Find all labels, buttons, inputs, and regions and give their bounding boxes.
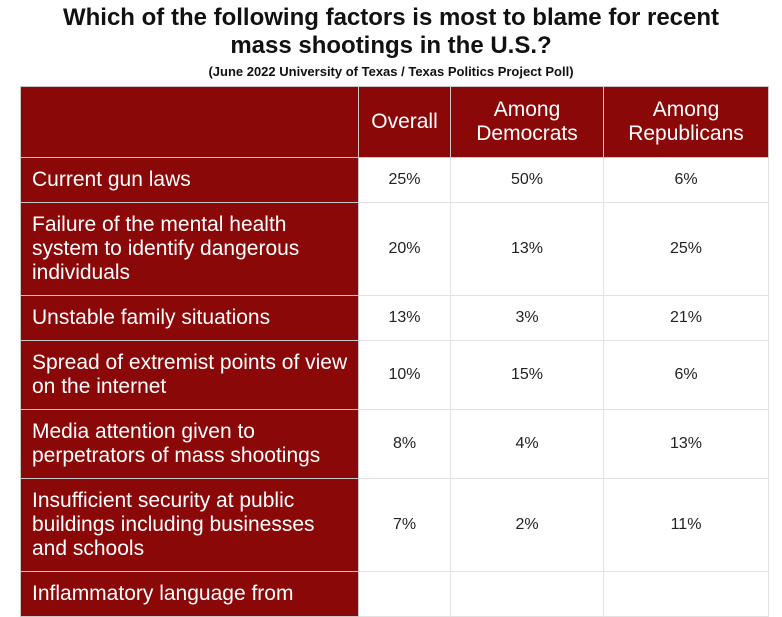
row-label: Media attention given to perpetrators of… xyxy=(20,409,359,479)
column-header: Among Republicans xyxy=(603,86,769,158)
empty-cell xyxy=(603,571,769,617)
row-label: Inflammatory language from xyxy=(20,571,359,617)
title: Which of the following factors is most t… xyxy=(62,4,720,59)
row-label: Failure of the mental health system to i… xyxy=(20,202,359,296)
value-cell: 7% xyxy=(358,478,451,572)
value-cell: 3% xyxy=(450,295,604,341)
subtitle: (June 2022 University of Texas / Texas P… xyxy=(208,64,574,79)
row-label: Spread of extremist points of view on th… xyxy=(20,340,359,410)
row-label: Unstable family situations xyxy=(20,295,359,341)
table-row: Media attention given to perpetrators of… xyxy=(20,409,769,479)
empty-cell xyxy=(450,571,604,617)
header-row: Overall Among Democrats Among Republicans xyxy=(20,86,769,158)
table-row: Unstable family situations 13% 3% 21% xyxy=(20,295,769,341)
column-header: Overall xyxy=(358,86,451,158)
value-cell: 13% xyxy=(603,409,769,479)
value-cell: 25% xyxy=(603,202,769,296)
table-row: Insufficient security at public building… xyxy=(20,478,769,572)
value-cell: 15% xyxy=(450,340,604,410)
value-cell: 11% xyxy=(603,478,769,572)
table-row: Failure of the mental health system to i… xyxy=(20,202,769,296)
row-label: Current gun laws xyxy=(20,157,359,203)
value-cell: 20% xyxy=(358,202,451,296)
value-cell: 21% xyxy=(603,295,769,341)
value-cell: 2% xyxy=(450,478,604,572)
value-cell: 6% xyxy=(603,340,769,410)
data-table: Overall Among Democrats Among Republicans … xyxy=(20,86,769,617)
row-label: Insufficient security at public building… xyxy=(20,478,359,572)
table-row: Current gun laws 25% 50% 6% xyxy=(20,157,769,203)
table-row: Inflammatory language from xyxy=(20,571,769,617)
value-cell: 13% xyxy=(450,202,604,296)
value-cell: 4% xyxy=(450,409,604,479)
value-cell: 25% xyxy=(358,157,451,203)
value-cell: 10% xyxy=(358,340,451,410)
value-cell: 13% xyxy=(358,295,451,341)
corner-cell xyxy=(20,86,359,158)
value-cell: 6% xyxy=(603,157,769,203)
empty-cell xyxy=(358,571,451,617)
column-header: Among Democrats xyxy=(450,86,604,158)
table-row: Spread of extremist points of view on th… xyxy=(20,340,769,410)
value-cell: 50% xyxy=(450,157,604,203)
value-cell: 8% xyxy=(358,409,451,479)
